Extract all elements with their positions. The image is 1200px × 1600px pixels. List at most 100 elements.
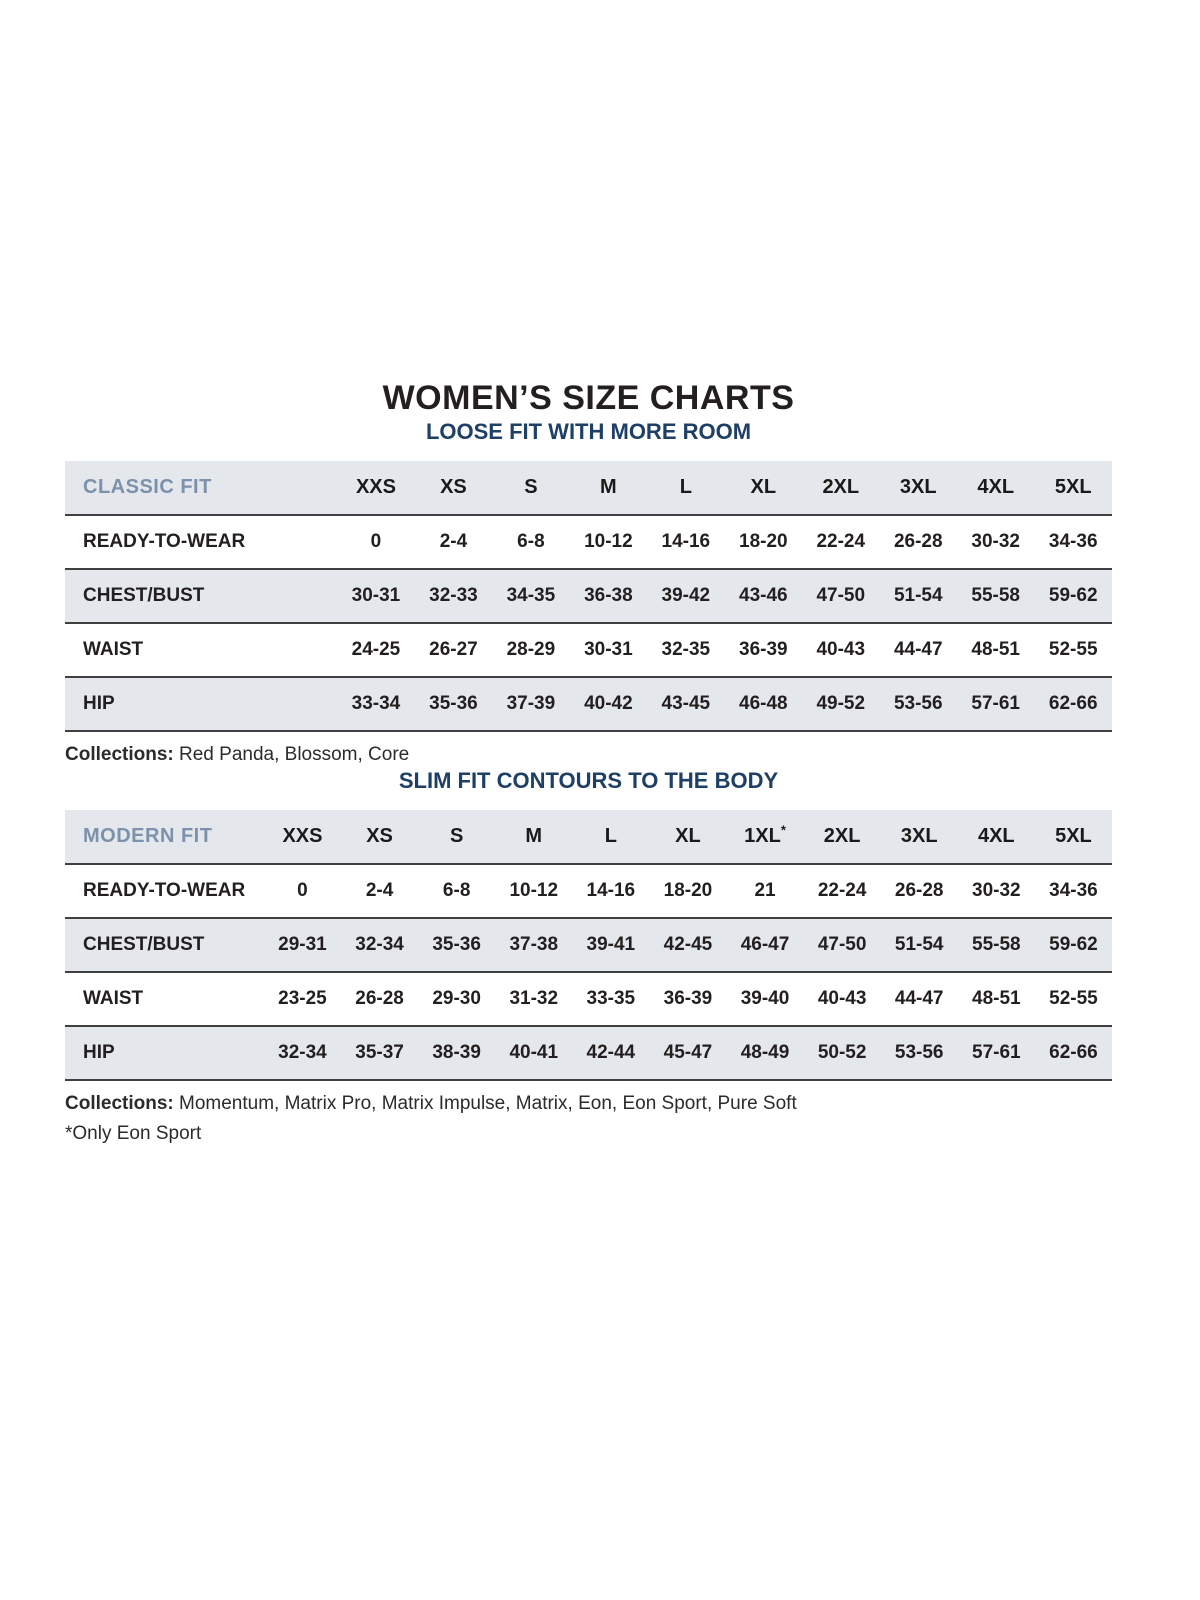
size-value-cell: 42-44 bbox=[586, 1042, 636, 1064]
size-value-cell: 35-36 bbox=[432, 934, 481, 956]
fit-label: MODERN FIT bbox=[83, 825, 213, 848]
size-column-header: 5XL bbox=[1055, 825, 1092, 848]
size-value-cell: 10-12 bbox=[584, 531, 633, 553]
size-column-header: M bbox=[525, 825, 543, 848]
size-value-cell: 46-48 bbox=[739, 693, 788, 715]
size-column-header: XXS bbox=[355, 476, 396, 499]
size-value-cell: 37-38 bbox=[509, 934, 559, 956]
size-column-header: 2XL bbox=[822, 476, 860, 499]
size-value-cell: 31-32 bbox=[509, 988, 559, 1010]
size-value-cell: 14-16 bbox=[586, 880, 636, 902]
size-chart-footnote: *Only Eon Sport bbox=[65, 1122, 202, 1144]
row-label: HIP bbox=[83, 1042, 115, 1064]
size-value-cell: 57-61 bbox=[971, 693, 1021, 715]
size-value-cell: 29-30 bbox=[432, 988, 481, 1010]
size-column-header: XXS bbox=[282, 825, 323, 848]
size-value-cell: 26-28 bbox=[893, 531, 943, 553]
size-column-header: XS bbox=[440, 476, 467, 499]
size-value-cell: 29-31 bbox=[278, 934, 327, 956]
size-value-cell: 18-20 bbox=[739, 531, 788, 553]
size-value-cell: 40-43 bbox=[817, 988, 867, 1010]
size-value-cell: 57-61 bbox=[972, 1042, 1021, 1064]
modern-fit-size-table: MODERN FIT XXS XS S M L XL 1XL* 2XL 3XL 4XL 5XL READ… bbox=[65, 810, 1112, 1081]
size-value-cell: 52-55 bbox=[1048, 639, 1098, 661]
size-value-cell: 40-43 bbox=[816, 639, 866, 661]
section-loose-fit: LOOSE FIT WITH MORE ROOM CLASSIC FIT XXS X… bbox=[65, 419, 1112, 768]
table-row: WAIST 24-25 26-27 28-29 30-31 32-35 36-39 40-43… bbox=[65, 623, 1112, 678]
size-value-cell: 14-16 bbox=[661, 531, 711, 553]
size-value-cell: 43-46 bbox=[739, 585, 788, 607]
table-row: CHEST/BUST 30-31 32-33 34-35 36-38 39-42 43-46… bbox=[65, 569, 1112, 624]
size-value-cell: 0 bbox=[297, 880, 308, 902]
size-value-cell: 32-35 bbox=[661, 639, 711, 661]
collections-label: Collections: bbox=[65, 744, 174, 766]
size-column-header: 3XL bbox=[899, 476, 937, 499]
size-value-cell: 34-36 bbox=[1048, 531, 1098, 553]
size-value-cell: 45-47 bbox=[663, 1042, 713, 1064]
size-value-cell: 48-49 bbox=[740, 1042, 790, 1064]
table-row: CHEST/BUST 29-31 32-34 35-36 37-38 39-41 42-45… bbox=[65, 918, 1112, 973]
size-column-header: 1XL* bbox=[744, 822, 786, 848]
fit-label: CLASSIC FIT bbox=[83, 476, 212, 499]
row-label: WAIST bbox=[83, 988, 144, 1010]
row-label: READY-TO-WEAR bbox=[83, 531, 246, 553]
size-value-cell: 62-66 bbox=[1049, 1042, 1098, 1064]
size-value-cell: 22-24 bbox=[817, 880, 867, 902]
size-value-cell: 52-55 bbox=[1049, 988, 1098, 1010]
size-value-cell: 49-52 bbox=[816, 693, 866, 715]
size-value-cell: 43-45 bbox=[661, 693, 711, 715]
size-value-cell: 26-28 bbox=[355, 988, 404, 1010]
collections-list: Red Panda, Blossom, Core bbox=[179, 744, 410, 766]
size-column-header: 2XL bbox=[823, 825, 861, 848]
table-header-row: MODERN FIT XXS XS S M L XL 1XL* 2XL 3XL 4XL 5XL bbox=[65, 810, 1112, 865]
collections-list: Momentum, Matrix Pro, Matrix Impulse, Ma… bbox=[179, 1093, 797, 1115]
size-value-cell: 59-62 bbox=[1048, 585, 1098, 607]
size-value-cell: 33-34 bbox=[351, 693, 401, 715]
size-column-header: M bbox=[600, 476, 617, 499]
footnote-asterisk: * bbox=[780, 822, 786, 838]
size-value-cell: 55-58 bbox=[971, 585, 1021, 607]
size-value-cell: 44-47 bbox=[893, 639, 943, 661]
size-value-cell: 53-56 bbox=[893, 693, 943, 715]
size-value-cell: 39-42 bbox=[661, 585, 711, 607]
row-label: WAIST bbox=[83, 639, 144, 661]
row-label: READY-TO-WEAR bbox=[83, 880, 246, 902]
table-row: READY-TO-WEAR 0 2-4 6-8 10-12 14-16 18-20 21 22-… bbox=[65, 864, 1112, 919]
table-row: READY-TO-WEAR 0 2-4 6-8 10-12 14-16 18-20 22-24… bbox=[65, 515, 1112, 570]
size-value-cell: 10-12 bbox=[509, 880, 559, 902]
row-label: CHEST/BUST bbox=[83, 934, 205, 956]
size-value-cell: 34-36 bbox=[1049, 880, 1098, 902]
size-value-cell: 0 bbox=[370, 531, 382, 553]
size-value-cell: 21 bbox=[754, 880, 776, 902]
size-value-cell: 6-8 bbox=[517, 531, 545, 553]
size-value-cell: 39-41 bbox=[586, 934, 636, 956]
size-value-cell: 33-35 bbox=[586, 988, 636, 1010]
size-column-header: XS bbox=[366, 825, 393, 848]
size-value-cell: 2-4 bbox=[439, 531, 468, 553]
size-value-cell: 37-39 bbox=[506, 693, 556, 715]
size-column-header: S bbox=[449, 825, 464, 848]
size-column-header: 4XL bbox=[977, 476, 1015, 499]
size-value-cell: 48-51 bbox=[972, 988, 1021, 1010]
size-value-cell: 36-39 bbox=[663, 988, 713, 1010]
size-value-cell: 42-45 bbox=[663, 934, 713, 956]
size-value-cell: 36-39 bbox=[739, 639, 788, 661]
size-value-cell: 59-62 bbox=[1049, 934, 1098, 956]
size-value-cell: 46-47 bbox=[740, 934, 790, 956]
size-column-header: S bbox=[524, 476, 538, 499]
size-value-cell: 51-54 bbox=[894, 934, 944, 956]
size-value-cell: 32-34 bbox=[278, 1042, 327, 1064]
table-row: HIP 32-34 35-37 38-39 40-41 42-44 45-47 48-49 50… bbox=[65, 1026, 1112, 1081]
size-value-cell: 2-4 bbox=[365, 880, 394, 902]
size-value-cell: 30-31 bbox=[584, 639, 633, 661]
size-value-cell: 40-41 bbox=[509, 1042, 559, 1064]
size-column-header: 5XL bbox=[1054, 476, 1092, 499]
size-column-header: XL bbox=[750, 476, 777, 499]
size-value-cell: 23-25 bbox=[278, 988, 327, 1010]
table-row: WAIST 23-25 26-28 29-30 31-32 33-35 36-39 39-40… bbox=[65, 972, 1112, 1027]
section-slim-fit: SLIM FIT CONTOURS TO THE BODY MODERN FIT… bbox=[65, 768, 1112, 1147]
size-value-cell: 44-47 bbox=[894, 988, 944, 1010]
page-title: WOMEN’S SIZE CHARTS bbox=[382, 379, 795, 417]
size-value-cell: 39-40 bbox=[740, 988, 790, 1010]
modern-fit-collections: Collections: Momentum, Matrix Pro, Matri… bbox=[65, 1091, 1112, 1117]
